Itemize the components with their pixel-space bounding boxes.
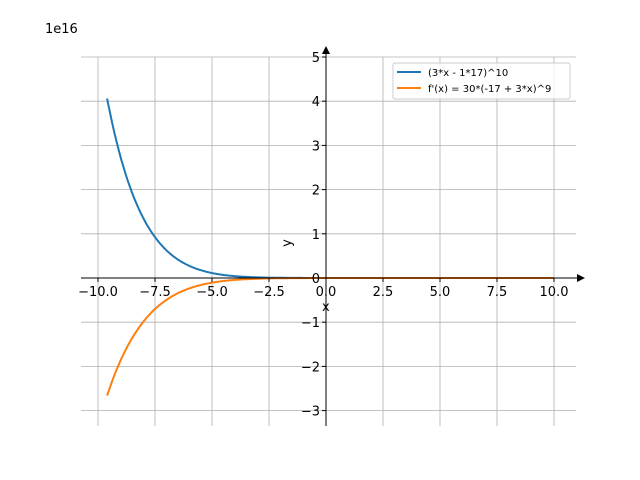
y-tick-label: −1 bbox=[301, 316, 320, 331]
ticks: −10.0 −7.5 −5.0 −2.5 0.0 2.5 5.0 7.5 10.0 −3 −2 −1 0… bbox=[78, 51, 568, 420]
y-axis-label: y bbox=[280, 239, 295, 247]
axes bbox=[81, 46, 585, 426]
x-tick-label: 0.0 bbox=[316, 285, 337, 300]
series-group bbox=[106, 98, 554, 396]
legend: (3*x - 1*17)^10 f'(x) = 30*(-17 + 3*x)^9 bbox=[392, 62, 571, 100]
y-tick-label: 2 bbox=[312, 184, 320, 199]
y-tick-label: 3 bbox=[312, 139, 320, 154]
x-tick-label: 5.0 bbox=[430, 285, 451, 300]
series-line-0 bbox=[106, 98, 554, 279]
x-tick-label: 2.5 bbox=[373, 285, 394, 300]
x-tick-label: −5.0 bbox=[196, 285, 228, 300]
y-tick-label: −2 bbox=[301, 360, 320, 375]
x-tick-label: 10.0 bbox=[540, 285, 569, 300]
y-tick-label: 0 bbox=[312, 272, 320, 287]
y-offset-label: 1e16 bbox=[45, 22, 78, 37]
y-tick-label: 1 bbox=[312, 228, 320, 243]
x-tick-label: −7.5 bbox=[139, 285, 171, 300]
x-axis-label: x bbox=[322, 300, 330, 315]
legend-label-1: f'(x) = 30*(-17 + 3*x)^9 bbox=[428, 84, 551, 95]
y-tick-label: −3 bbox=[301, 405, 320, 420]
x-axis-arrow bbox=[577, 274, 585, 282]
x-tick-label: 7.5 bbox=[487, 285, 508, 300]
y-tick-label: 5 bbox=[312, 51, 320, 66]
y-tick-label: 4 bbox=[312, 95, 320, 110]
x-tick-label: −2.5 bbox=[253, 285, 285, 300]
grid bbox=[81, 56, 576, 426]
legend-label-0: (3*x - 1*17)^10 bbox=[428, 68, 508, 79]
y-axis-arrow bbox=[322, 46, 330, 54]
x-tick-label: −10.0 bbox=[78, 285, 118, 300]
